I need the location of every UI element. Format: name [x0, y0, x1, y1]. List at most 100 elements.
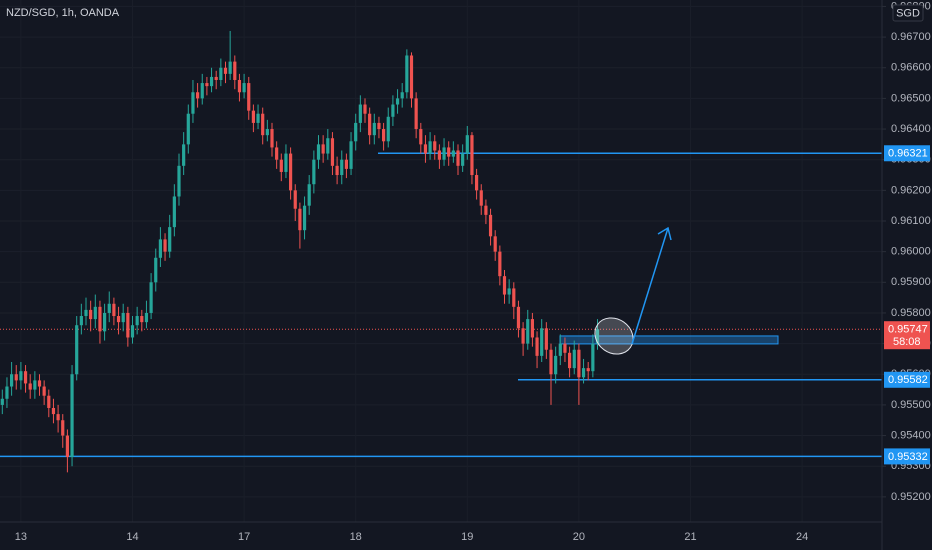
candle-body: [121, 312, 125, 323]
candle-body: [42, 386, 46, 396]
candle-body: [335, 165, 339, 176]
candle-body: [149, 282, 153, 313]
candle-body: [158, 239, 162, 258]
candle-body: [84, 309, 88, 317]
candle-body: [265, 129, 269, 136]
candle-body: [368, 113, 372, 136]
symbol-title: NZD/SGD, 1h, OANDA: [6, 7, 120, 19]
x-tick-label: 24: [796, 531, 808, 543]
candle-body: [168, 227, 172, 252]
candle-body: [591, 343, 595, 372]
candle-body: [391, 104, 395, 117]
candle-body: [65, 435, 69, 458]
candle-body: [135, 316, 139, 326]
candle-body: [400, 92, 404, 99]
candle-body: [558, 343, 562, 356]
candle-body: [107, 303, 111, 313]
candle-body: [19, 371, 23, 381]
level-label-box: [884, 145, 930, 162]
candle-body: [93, 306, 97, 320]
candle-body: [461, 153, 465, 166]
candle-body: [47, 395, 51, 408]
candle-body: [372, 122, 376, 136]
candle-body: [289, 153, 293, 191]
candle-body: [382, 129, 386, 142]
candle-body: [302, 205, 307, 231]
candle-body: [316, 144, 321, 160]
candle-body: [51, 407, 56, 415]
candle-body: [10, 374, 14, 387]
candle-body: [502, 276, 507, 295]
candle-body: [586, 368, 590, 372]
y-tick-label: 0.96400: [891, 123, 931, 135]
candle-body: [242, 83, 246, 93]
candle-body: [479, 190, 483, 206]
candle-body: [544, 328, 548, 350]
y-tick-label: 0.95800: [891, 307, 931, 319]
candle-body: [5, 386, 9, 399]
y-tick-label: 0.95500: [891, 399, 931, 411]
candle-body: [79, 316, 83, 326]
candle-body: [177, 165, 181, 197]
candles: [0, 30, 600, 473]
currency-box: [892, 4, 924, 22]
arrow-head: [657, 226, 672, 241]
x-tick-label: 21: [684, 531, 696, 543]
candle-body: [447, 147, 451, 157]
candle-body: [428, 141, 432, 154]
candle-body: [321, 144, 325, 154]
candle-body: [530, 319, 534, 338]
level-label: 0.95582: [888, 374, 928, 386]
candle-body: [228, 61, 232, 74]
x-tick-label: 20: [573, 531, 585, 543]
candle-body: [535, 337, 539, 356]
level-label: 0.96321: [888, 148, 928, 160]
candle-body: [484, 205, 488, 215]
candle-body: [465, 135, 469, 154]
candle-body: [409, 55, 414, 99]
candle-body: [89, 309, 93, 320]
candle-body: [196, 92, 200, 99]
candle-body: [144, 312, 149, 323]
candle-body: [419, 129, 423, 145]
countdown-label: 58:08: [893, 336, 921, 348]
candle-body: [526, 319, 530, 344]
candle-body: [116, 316, 121, 323]
x-tick-label: 17: [238, 531, 250, 543]
candle-body: [572, 349, 576, 369]
candle-body: [154, 257, 158, 283]
candle-body: [209, 76, 214, 87]
candle-body: [521, 328, 525, 344]
x-tick-label: 18: [350, 531, 362, 543]
candle-body: [284, 153, 288, 172]
candle-body: [344, 159, 348, 169]
candle-body: [256, 113, 260, 123]
candle-body: [261, 113, 265, 136]
candle-body: [279, 159, 283, 172]
drawings: [594, 226, 672, 355]
candle-body: [405, 55, 409, 93]
candle-body: [33, 380, 37, 390]
candle-body: [507, 288, 511, 295]
candle-body: [275, 147, 279, 160]
candle-body: [56, 414, 60, 421]
candle-body: [186, 113, 190, 145]
candle-body: [363, 104, 367, 114]
x-tick-label: 19: [461, 531, 473, 543]
candle-body: [451, 150, 455, 157]
candle-body: [98, 306, 102, 332]
highlight-ellipse: [594, 317, 634, 355]
candle-body: [433, 141, 437, 151]
candle-body: [377, 122, 381, 130]
candle-body: [312, 159, 316, 185]
candle-body: [470, 135, 474, 176]
candle-body: [493, 236, 497, 252]
currency-label: SGD: [896, 7, 920, 19]
candle-body: [326, 138, 330, 154]
candle-body: [512, 288, 516, 307]
candle-body: [437, 150, 441, 160]
y-tick-label: 0.95900: [891, 276, 931, 288]
candle-body: [340, 159, 344, 176]
y-tick-label: 0.96700: [891, 31, 931, 43]
